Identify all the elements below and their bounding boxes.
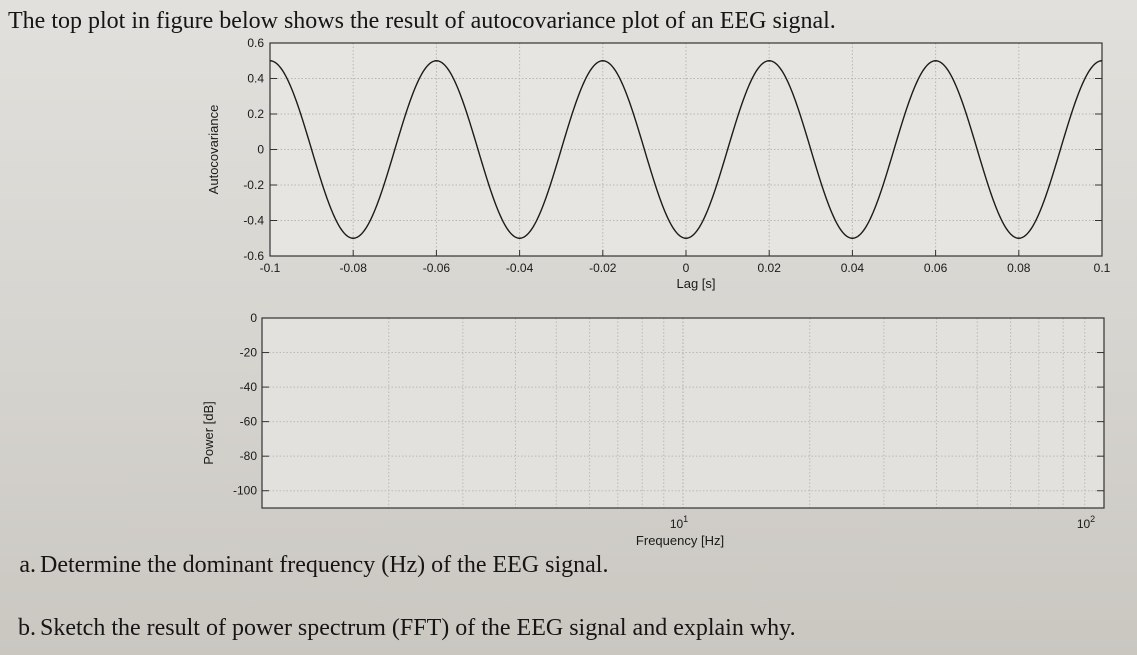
bottom-y-tick-label: -20: [240, 346, 258, 360]
top-x-axis-label: Lag [s]: [676, 276, 715, 291]
top-plot-frame: [269, 42, 1103, 257]
question-b-marker: b.: [18, 615, 36, 641]
bottom-x-tick-label: 102: [1077, 514, 1095, 531]
top-y-tick-label: 0: [257, 143, 264, 157]
bottom-y-tick-label: -80: [240, 449, 258, 463]
bottom-y-tick-label: -60: [240, 415, 258, 429]
top-x-tick-label: 0.02: [758, 261, 782, 275]
top-y-tick-label: -0.4: [243, 214, 264, 228]
top-x-tick-label: 0.04: [841, 261, 865, 275]
autocovariance-series-line: [269, 60, 1103, 239]
top-y-tick-label: 0.4: [247, 72, 264, 86]
top-y-axis-label: Autocovariance: [206, 105, 221, 195]
question-b: b. Sketch the result of power spectrum (F…: [0, 613, 796, 643]
bottom-y-tick-label: -100: [233, 484, 257, 498]
top-x-tick-label: 0.1: [1094, 261, 1111, 275]
question-a-text: Determine the dominant frequency (Hz) of…: [40, 552, 609, 578]
top-x-tick-label: -0.04: [506, 261, 534, 275]
bottom-y-tick-label: 0: [250, 311, 257, 325]
top-x-tick-label: -0.02: [589, 261, 617, 275]
question-a: a. Determine the dominant frequency (Hz) …: [0, 550, 608, 580]
top-x-tick-label: -0.1: [260, 261, 281, 275]
top-x-tick-label: 0.06: [924, 261, 948, 275]
top-y-tick-label: 0.6: [247, 36, 264, 50]
bottom-x-tick-label: 101: [670, 514, 688, 531]
top-y-tick-label: -0.6: [243, 249, 264, 263]
bottom-y-axis-label: Power [dB]: [201, 401, 216, 465]
question-a-marker: a.: [19, 552, 36, 578]
top-x-tick-label: 0: [683, 261, 690, 275]
question-b-text: Sketch the result of power spectrum (FFT…: [40, 615, 796, 641]
top-x-tick-label: -0.08: [340, 261, 368, 275]
intro-text: The top plot in figure below shows the r…: [8, 8, 836, 34]
top-y-tick-label: 0.2: [247, 107, 264, 121]
bottom-y-tick-label: -40: [240, 380, 258, 394]
top-x-tick-label: -0.06: [423, 261, 451, 275]
bottom-x-axis-label: Frequency [Hz]: [636, 533, 724, 548]
bottom-plot-frame: [261, 317, 1105, 509]
top-x-tick-label: 0.08: [1007, 261, 1031, 275]
top-y-tick-label: -0.2: [243, 178, 264, 192]
